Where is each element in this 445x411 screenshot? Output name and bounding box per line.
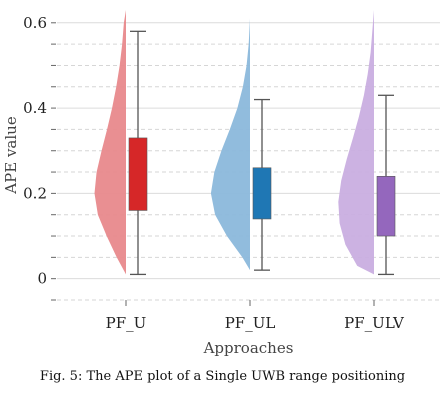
y-tick-label: 0.2 bbox=[23, 184, 47, 202]
box-pf-u bbox=[128, 137, 148, 211]
y-tick-label: 0.6 bbox=[23, 14, 47, 32]
box-pf-ulv bbox=[376, 176, 396, 237]
ape-violin-chart: 0 0.2 0.4 0.6 PF_U PF_UL PF_ULV Approaches APE v… bbox=[2, 10, 440, 357]
x-tick-label: PF_U bbox=[106, 314, 147, 332]
y-tick-label: 0.4 bbox=[23, 99, 47, 117]
figure-caption: Fig. 5: The APE plot of a Single UWB ran… bbox=[39, 369, 406, 384]
violin-pf-ulv bbox=[338, 10, 374, 275]
y-tick-label: 0 bbox=[37, 270, 47, 288]
violin-pf-ul bbox=[210, 18, 250, 271]
violin-pf-u bbox=[94, 10, 126, 275]
box-pf-ul bbox=[252, 167, 272, 220]
x-axis-title: Approaches bbox=[203, 339, 294, 357]
x-tick-label: PF_ULV bbox=[344, 314, 405, 332]
y-axis-title: APE value bbox=[2, 116, 20, 195]
x-tick-label: PF_UL bbox=[225, 314, 276, 332]
